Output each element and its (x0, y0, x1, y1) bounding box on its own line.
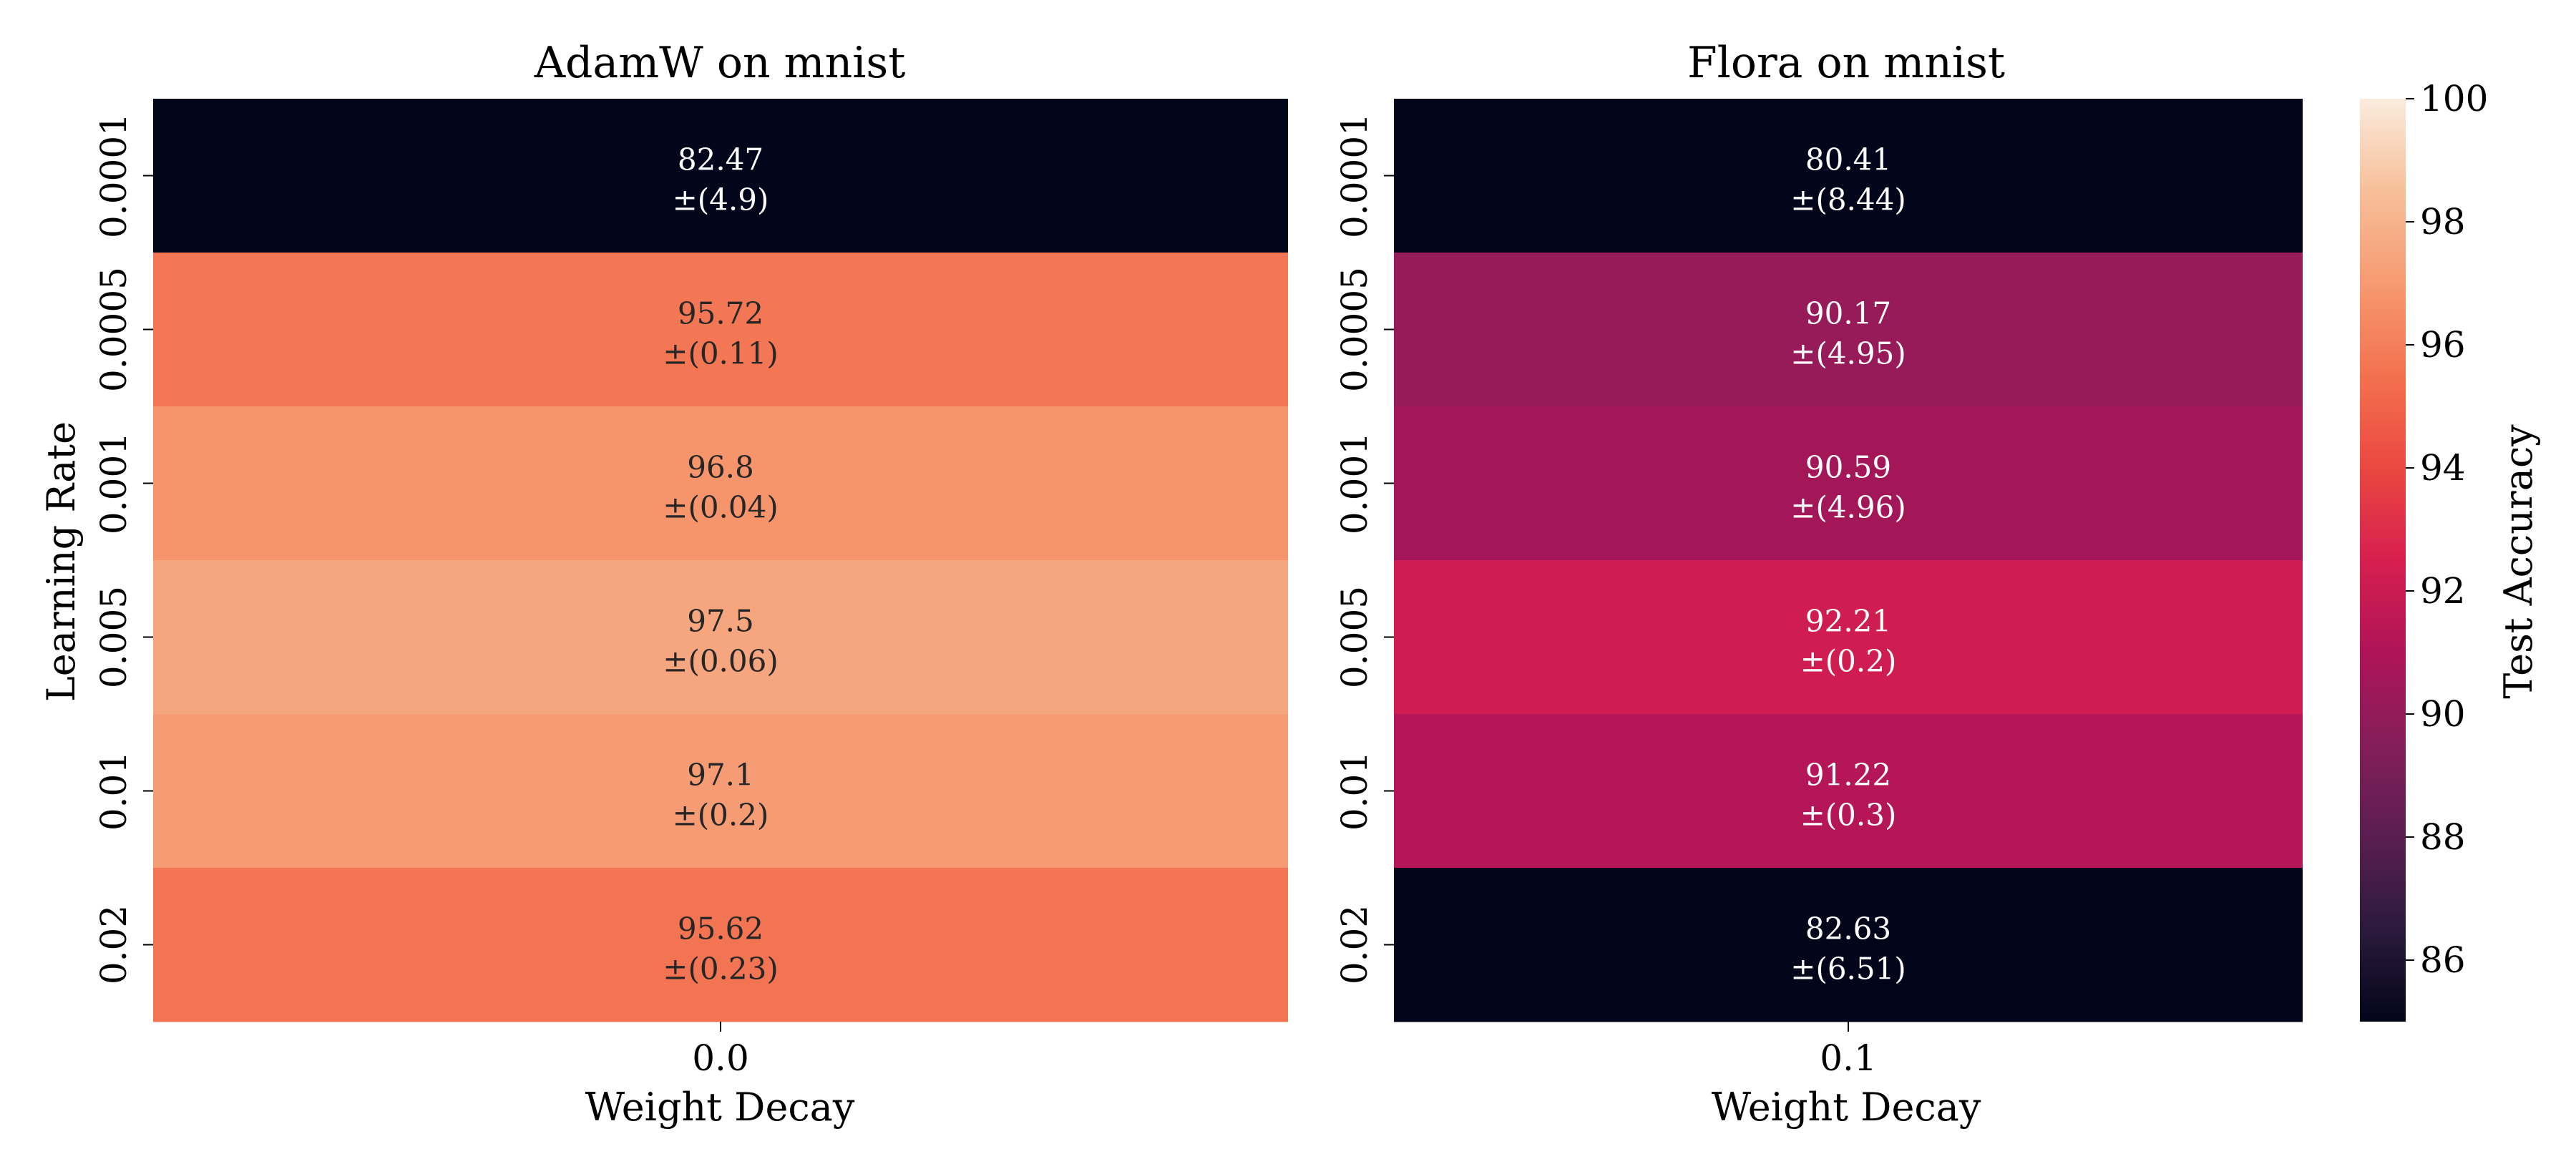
cell-std-label: ±(6.51) (1790, 952, 1906, 987)
y-axis-label: Learning Rate (39, 421, 84, 702)
cell-std-label: ±(0.11) (663, 336, 778, 371)
y-tick-label: 0.02 (93, 905, 135, 984)
colorbar-tick-label: 90 (2420, 693, 2466, 735)
cell-value-label: 95.62 (678, 911, 763, 947)
cell-std-label: ±(0.2) (1800, 644, 1897, 679)
adamw-heatmap: AdamW on mnist 82.47 ±(4.9) 95.72 ±(0.11) 96… (39, 38, 1288, 1130)
flora-x-ticks: 0.1 (1820, 1022, 1877, 1079)
cell-value-label: 97.5 (687, 604, 754, 639)
cell-value-label: 90.59 (1805, 450, 1891, 485)
colorbar-tick-label: 96 (2420, 324, 2466, 366)
colorbar-tick-label: 86 (2420, 939, 2466, 981)
cell-std-label: ±(0.06) (663, 644, 778, 679)
y-tick-label: 0.0001 (93, 113, 135, 238)
heatmap-cell (1394, 406, 2303, 561)
cell-std-label: ±(0.2) (673, 798, 769, 833)
heatmap-cell (1394, 714, 2303, 869)
y-tick-label: 0.02 (1334, 905, 1375, 984)
colorbar-ticks: 86 88 90 92 94 96 98 100 (2406, 78, 2488, 981)
adamw-x-axis-label: Weight Decay (585, 1085, 855, 1130)
flora-title: Flora on mnist (1687, 38, 2005, 88)
y-tick-label: 0.001 (1334, 432, 1375, 534)
adamw-x-ticks: 0.0 (692, 1022, 749, 1079)
colorbar-tick-label: 94 (2420, 447, 2466, 489)
cell-value-label: 80.41 (1805, 142, 1891, 177)
heatmap-cell (153, 868, 1288, 1022)
heatmap-cell (153, 253, 1288, 407)
y-tick-label: 0.005 (93, 586, 135, 688)
cell-value-label: 82.63 (1805, 911, 1891, 947)
cell-std-label: ±(4.95) (1790, 336, 1906, 371)
y-tick-label: 0.005 (1334, 586, 1375, 688)
y-tick-label: 0.01 (93, 751, 135, 831)
flora-y-ticks: 0.0001 0.0005 0.001 0.005 0.01 0.02 (1334, 113, 1394, 984)
heatmap-cell (153, 406, 1288, 561)
cell-value-label: 95.72 (678, 296, 763, 331)
cell-std-label: ±(0.3) (1800, 798, 1897, 833)
cell-value-label: 96.8 (687, 450, 754, 485)
heatmap-cell (1394, 253, 2303, 407)
colorbar-tick-label: 98 (2420, 201, 2466, 243)
x-tick-label: 0.1 (1820, 1037, 1877, 1079)
y-tick-label: 0.0001 (1334, 113, 1375, 238)
cell-value-label: 97.1 (687, 758, 754, 793)
y-tick-label: 0.001 (93, 432, 135, 534)
y-tick-label: 0.0005 (93, 267, 135, 392)
colorbar-tick-label: 88 (2420, 816, 2466, 858)
cell-std-label: ±(0.23) (663, 952, 778, 987)
cell-value-label: 91.22 (1805, 758, 1891, 793)
x-tick-label: 0.0 (692, 1037, 749, 1079)
colorbar-gradient (2360, 99, 2406, 1022)
heatmap-cell (153, 560, 1288, 715)
cell-value-label: 82.47 (678, 142, 763, 177)
cell-value-label: 90.17 (1805, 296, 1891, 331)
adamw-cells: 82.47 ±(4.9) 95.72 ±(0.11) 96.8 ±(0.04) 97.5 ±(… (153, 99, 1288, 1022)
heatmap-cell (153, 99, 1288, 253)
adamw-title: AdamW on mnist (534, 38, 906, 88)
colorbar-tick-label: 100 (2420, 78, 2488, 119)
cell-std-label: ±(8.44) (1790, 182, 1906, 217)
heatmap-cell (1394, 868, 2303, 1022)
flora-x-axis-label: Weight Decay (1712, 1085, 1981, 1130)
y-tick-label: 0.0005 (1334, 267, 1375, 392)
heatmap-cell (1394, 99, 2303, 253)
flora-cells: 80.41 ±(8.44) 90.17 ±(4.95) 90.59 ±(4.96) 92.2… (1394, 99, 2303, 1022)
colorbar-tick-label: 92 (2420, 570, 2466, 612)
heatmap-cell (153, 714, 1288, 869)
cell-std-label: ±(4.9) (673, 182, 769, 217)
cell-std-label: ±(0.04) (663, 490, 778, 525)
y-tick-label: 0.01 (1334, 751, 1375, 831)
colorbar: 86 88 90 92 94 96 98 100 Test Accuracy (2360, 78, 2541, 1022)
heatmap-cell (1394, 560, 2303, 715)
adamw-y-ticks: 0.0001 0.0005 0.001 0.005 0.01 0.02 (93, 113, 153, 984)
flora-heatmap: Flora on mnist 80.41 ±(8.44) 90.17 ±(4.95) 9… (1334, 38, 2303, 1130)
cell-std-label: ±(4.96) (1790, 490, 1906, 525)
cell-value-label: 92.21 (1805, 604, 1891, 639)
colorbar-label: Test Accuracy (2496, 424, 2541, 699)
